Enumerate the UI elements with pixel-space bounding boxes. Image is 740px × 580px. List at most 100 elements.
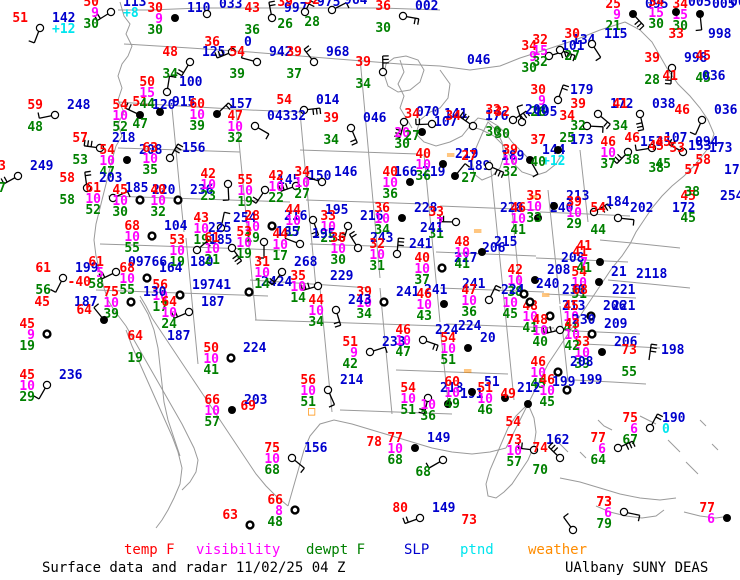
station-dewpoint: 40 <box>532 335 548 350</box>
station-visibility: 6 <box>630 422 638 437</box>
station-temperature: 39 <box>356 285 372 300</box>
station-dewpoint: 49 <box>444 397 460 412</box>
station-circle-circle-open <box>327 5 337 15</box>
station-circle-circle-filled <box>136 111 144 119</box>
station-dewpoint: 41 <box>203 363 219 378</box>
station-temperature: 64 <box>127 329 143 344</box>
station-circle-circle-filled <box>468 388 476 396</box>
station-sea-level-pressure: 2118 <box>636 267 668 282</box>
station-pressure-tendency: +8 <box>123 6 139 21</box>
station-temperature: 61 <box>85 181 101 196</box>
station-temperature: 63 <box>142 141 158 156</box>
station-visibility: 6 <box>707 512 715 527</box>
station-temperature: 41 <box>662 69 678 84</box>
station-sea-level-pressure: 113 <box>123 0 147 10</box>
station-temperature: 64 <box>76 303 92 318</box>
station-visibility: 15 <box>648 6 664 21</box>
station-visibility: 10 <box>124 230 140 245</box>
station-visibility: 10 <box>526 200 542 215</box>
station-circle-circle-ring <box>586 311 596 321</box>
station-sea-level-pressure: 166 <box>394 165 418 180</box>
station-temperature: 25 <box>605 0 621 12</box>
station-temperature: 32 <box>304 0 320 8</box>
station-circle-circle-open <box>185 57 195 67</box>
station-temperature: 40 <box>150 183 166 198</box>
station-sea-level-pressure: 254 <box>720 189 740 204</box>
station-visibility: 10 <box>227 120 243 135</box>
map-title: Surface data and radar 11/02/25 04 Z <box>42 560 346 576</box>
station-temperature: 53 <box>236 225 252 240</box>
station-sea-level-pressure: 104 <box>164 219 188 234</box>
station-temperature: 56 <box>300 373 316 388</box>
station-visibility: 10 <box>395 334 411 349</box>
station-dewpoint: 51 <box>300 395 316 410</box>
station-visibility: 6 <box>598 442 606 457</box>
station-sea-level-pressure: 224 <box>435 323 459 338</box>
station-dewpoint: 45 <box>655 157 671 172</box>
station-dewpoint: 68 <box>415 465 431 480</box>
station-sea-level-pressure: 107 <box>434 115 458 130</box>
station-sea-level-pressure: 216 <box>284 209 308 224</box>
station-visibility: 10 <box>85 192 101 207</box>
station-dewpoint: 45 <box>695 71 711 86</box>
station-dewpoint: 34 <box>355 77 371 92</box>
station-dewpoint: 47 <box>132 117 148 132</box>
station-temperature: 51 <box>132 95 148 110</box>
station-circle-circle-open <box>106 7 116 17</box>
station-circle-circle-open <box>13 171 23 181</box>
station-visibility: 10 <box>574 346 590 361</box>
station-visibility: 20 <box>394 126 410 141</box>
station-dewpoint: 19 <box>127 351 143 366</box>
station-temperature: 73 <box>621 343 637 358</box>
station-temperature: 44 <box>272 227 288 242</box>
station-temperature: 43 <box>564 317 580 332</box>
station-circle-circle-open <box>50 110 60 120</box>
station-temperature: 64 <box>161 295 177 310</box>
station-temperature: 34 <box>445 109 461 124</box>
station-dewpoint: 56 <box>35 283 51 298</box>
station-circle-circle-open <box>216 223 226 233</box>
station-temperature: 63 <box>222 508 238 523</box>
station-sea-level-pressure: 199 <box>552 375 576 390</box>
station-circle-circle-filled <box>213 110 221 118</box>
station-visibility: 9 <box>155 12 163 27</box>
station-dewpoint: 44 <box>590 223 606 238</box>
station-temperature: 42 <box>268 169 284 184</box>
station-temperature: 43 <box>193 211 209 226</box>
station-temperature: 57 <box>684 163 700 178</box>
station-sea-level-pressure: 224 <box>501 283 525 298</box>
station-sea-level-pressure: 153 <box>640 135 664 150</box>
station-dewpoint: 44 <box>139 97 155 112</box>
station-sea-level-pressure: 218 <box>440 381 464 396</box>
station-temperature: 57 <box>72 131 88 146</box>
station-circle-circle-open <box>365 347 375 357</box>
station-temperature: 58 <box>59 171 75 186</box>
station-sea-level-pressure: 101 <box>561 39 585 54</box>
station-visibility: 10 <box>169 244 185 259</box>
station-sea-level-pressure: 036 <box>714 103 738 118</box>
station-sea-level-pressure: 115 <box>604 27 628 42</box>
station-visibility: 10 <box>510 212 526 227</box>
station-sea-level-pressure: 241 <box>396 285 420 300</box>
station-visibility: 8 <box>275 504 283 519</box>
station-temperature: 54 <box>440 331 456 346</box>
station-circle-circle-open <box>555 45 565 55</box>
station-circle-circle-open <box>589 207 599 217</box>
station-sea-level-pressure: 094 <box>695 135 719 150</box>
station-sea-level-pressure: 214 <box>340 373 364 388</box>
station-circle-circle-filled <box>418 128 426 136</box>
station-sea-level-pressure: 149 <box>432 501 456 516</box>
station-circle-circle-open <box>165 153 175 163</box>
station-sea-level-pressure: 046 <box>467 53 491 68</box>
station-dewpoint: 29 <box>19 390 35 405</box>
station-temperature: 74 <box>532 441 548 456</box>
legend-visibility-label: visibility <box>196 542 281 558</box>
station-dewpoint: 79 <box>596 517 612 532</box>
station-dewpoint: 34 <box>323 133 339 148</box>
station-circle-circle-open <box>259 237 269 247</box>
station-temperature: 45 <box>655 135 671 150</box>
station-dewpoint: 34 <box>612 119 628 134</box>
station-sea-level-pressure: 228 <box>414 201 438 216</box>
station-visibility: 10 <box>454 246 470 261</box>
station-temperature: 68 <box>572 283 588 298</box>
